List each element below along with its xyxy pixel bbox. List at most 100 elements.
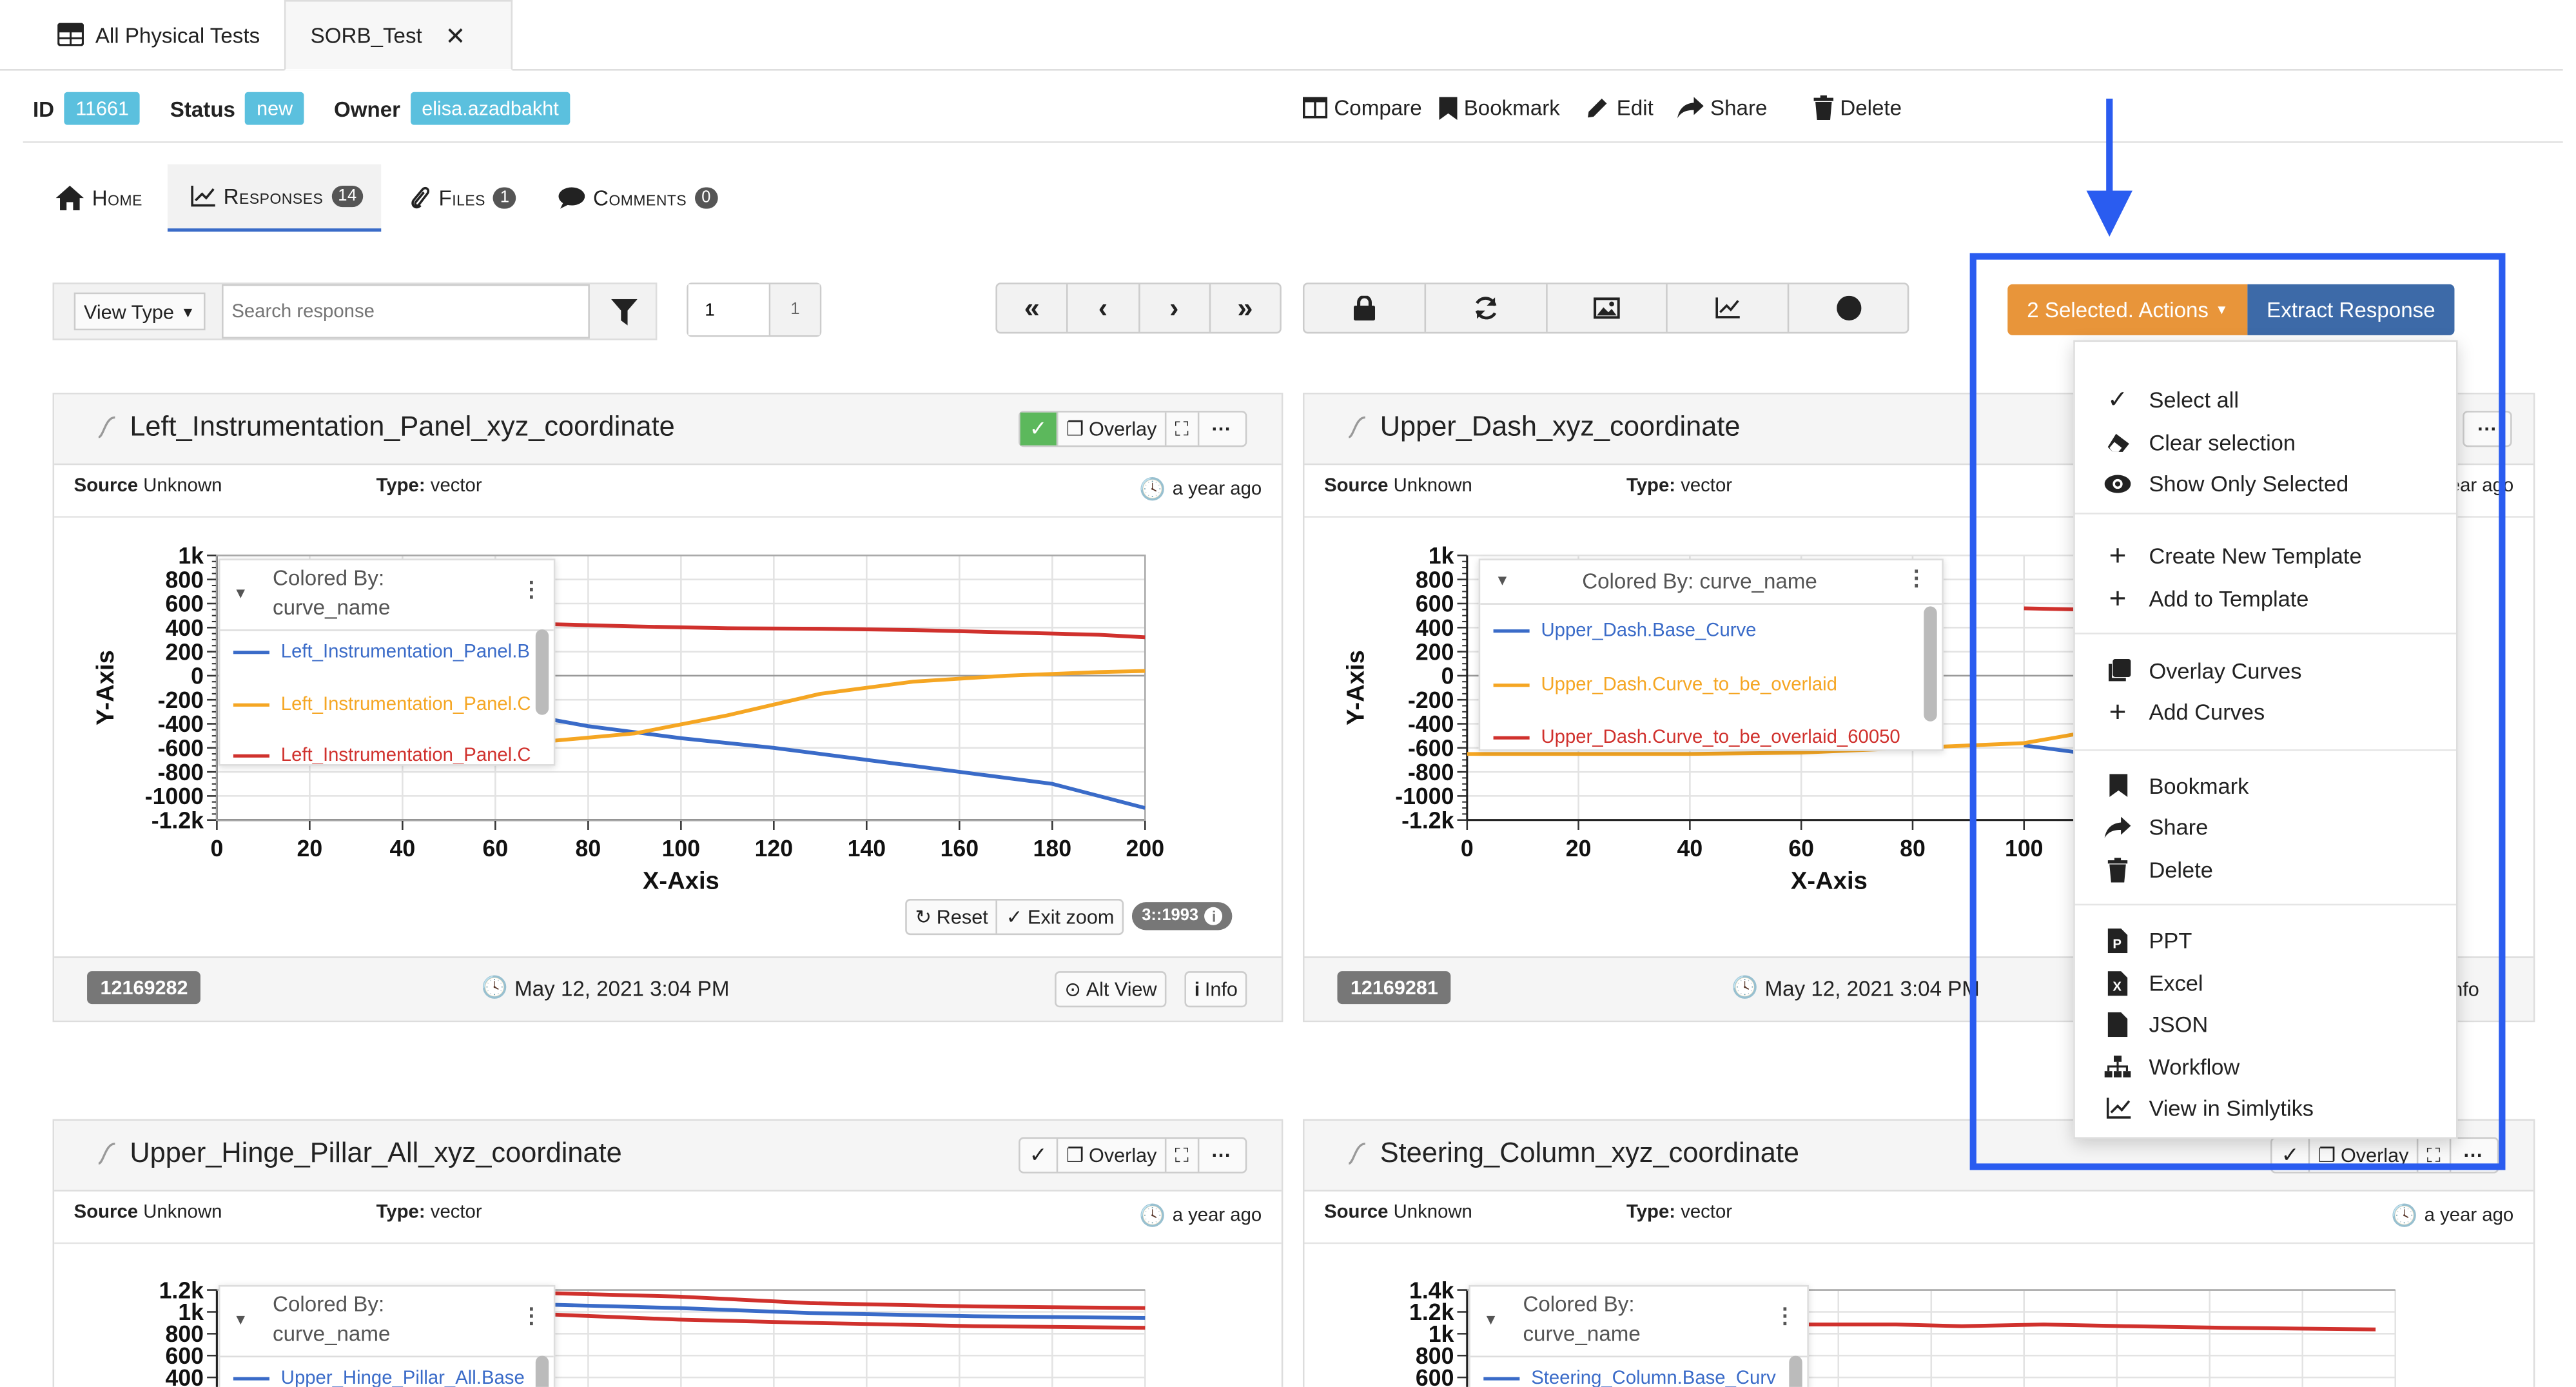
menu-item-clear-selection[interactable]: Clear selection bbox=[2105, 429, 2296, 455]
alt-view-button[interactable]: ⊙ Alt View bbox=[1055, 971, 1167, 1008]
tab-comments[interactable]: Comments 0 bbox=[558, 164, 718, 230]
legend-item[interactable]: Left_Instrumentation_Panel.C bbox=[233, 746, 531, 764]
clock-icon: 🕓 bbox=[1139, 477, 1166, 502]
delete-button[interactable]: Delete bbox=[1813, 95, 1902, 121]
menu-item-add-to-template[interactable]: + Add to Template bbox=[2105, 580, 2309, 614]
more-button[interactable]: ··· bbox=[2464, 413, 2510, 446]
legend-item[interactable]: Steering_Column.Base_Curv bbox=[1483, 1369, 1776, 1387]
type-value: vector bbox=[430, 477, 482, 497]
legend-scrollbar[interactable] bbox=[535, 629, 549, 715]
legend-item[interactable]: Upper_Dash.Curve_to_be_overlaid_60050 bbox=[1493, 728, 1900, 748]
menu-item-ppt[interactable]: P PPT bbox=[2105, 927, 2192, 953]
kebab-icon[interactable]: ⋮ bbox=[520, 576, 543, 602]
menu-item-excel[interactable]: X Excel bbox=[2105, 970, 2203, 996]
kebab-icon[interactable]: ⋮ bbox=[1774, 1303, 1796, 1328]
menu-item-select-all[interactable]: ✓ Select all bbox=[2105, 386, 2239, 414]
next-page-button[interactable]: › bbox=[1139, 284, 1211, 332]
share-button[interactable]: Share bbox=[1677, 95, 1767, 120]
tab-files[interactable]: Files 1 bbox=[409, 164, 516, 230]
legend-item-label: Left_Instrumentation_Panel.C bbox=[280, 695, 531, 715]
y-tick-label: 1.2k bbox=[159, 1277, 204, 1303]
legend-title: Colored By: curve_name bbox=[1582, 568, 1817, 594]
series-line bbox=[542, 669, 1146, 744]
share-icon bbox=[1677, 97, 1704, 119]
tab-sorb-test[interactable]: SORB_Test ✕ bbox=[284, 0, 513, 71]
select-checkbox[interactable]: ✓ bbox=[1020, 412, 1059, 446]
curve-icon bbox=[98, 1143, 115, 1165]
circle-button[interactable] bbox=[1790, 284, 1908, 332]
legend-item[interactable]: Upper_Dash.Curve_to_be_overlaid bbox=[1493, 675, 1837, 695]
chart-button[interactable] bbox=[1668, 284, 1790, 332]
more-button[interactable]: ··· bbox=[1198, 413, 1244, 446]
selected-actions-button[interactable]: 2 Selected. Actions ▼ bbox=[2007, 284, 2248, 335]
page-input[interactable] bbox=[688, 284, 771, 335]
x-tick-label: 60 bbox=[1788, 836, 1814, 861]
double-chevron-right-icon: » bbox=[1237, 291, 1253, 323]
menu-item-bookmark[interactable]: Bookmark bbox=[2105, 772, 2249, 799]
expand-button[interactable]: ⛶ bbox=[1167, 1139, 1199, 1172]
compare-label: Compare bbox=[1334, 95, 1422, 121]
menu-item-json[interactable]: JSON bbox=[2105, 1010, 2208, 1037]
y-axis-label: Y-Axis bbox=[1342, 650, 1369, 725]
y-tick-label: -1.2k bbox=[151, 807, 204, 833]
menu-item-overlay-curves[interactable]: Overlay Curves bbox=[2105, 657, 2302, 684]
close-icon[interactable]: ✕ bbox=[445, 22, 466, 50]
x-tick-label: 180 bbox=[1033, 836, 1071, 861]
edit-button[interactable]: Edit bbox=[1585, 95, 1654, 120]
menu-item-view-in-simlytiks[interactable]: View in Simlytiks bbox=[2105, 1094, 2314, 1121]
overlay-button[interactable]: ❐ Overlay bbox=[1058, 1139, 1167, 1172]
image-button[interactable] bbox=[1547, 284, 1668, 332]
menu-item-delete[interactable]: Delete bbox=[2105, 856, 2213, 883]
refresh-button[interactable] bbox=[1426, 284, 1547, 332]
expand-button[interactable]: ⛶ bbox=[2419, 1139, 2451, 1172]
menu-item-create-new-template[interactable]: + Create New Template bbox=[2105, 538, 2362, 571]
legend-scrollbar[interactable] bbox=[535, 1355, 549, 1387]
plus-icon: + bbox=[2109, 580, 2127, 614]
menu-item-add-curves[interactable]: + Add Curves bbox=[2105, 694, 2265, 727]
select-checkbox[interactable]: ✓ bbox=[2272, 1139, 2310, 1172]
reset-button[interactable]: ↻ Reset bbox=[907, 900, 999, 934]
compare-button[interactable]: Compare bbox=[1302, 95, 1422, 121]
view-type-dropdown[interactable]: View Type ▼ bbox=[73, 292, 206, 331]
legend-scrollbar[interactable] bbox=[1924, 606, 1937, 722]
last-page-button[interactable]: » bbox=[1211, 284, 1280, 332]
search-input[interactable] bbox=[222, 284, 590, 339]
tab-all-physical-tests[interactable]: All Physical Tests bbox=[57, 0, 260, 69]
overlay-button[interactable]: ❐ Overlay bbox=[2310, 1139, 2419, 1172]
kebab-icon[interactable]: ⋮ bbox=[520, 1303, 543, 1328]
first-page-button[interactable]: « bbox=[997, 284, 1069, 332]
more-button[interactable]: ··· bbox=[1198, 1139, 1244, 1172]
select-checkbox[interactable]: ✓ bbox=[1020, 1139, 1059, 1172]
tab-home[interactable]: Home bbox=[55, 164, 142, 230]
bookmark-button[interactable]: Bookmark bbox=[1439, 95, 1560, 120]
expand-button[interactable]: ⛶ bbox=[1167, 412, 1199, 446]
points-label: 3::1993 bbox=[1142, 907, 1199, 925]
menu-item-workflow[interactable]: Workflow bbox=[2104, 1054, 2239, 1080]
tab-responses[interactable]: Responses 14 bbox=[167, 164, 382, 232]
age-meta: 🕓 a year ago bbox=[2391, 1203, 2513, 1230]
kebab-icon[interactable]: ⋮ bbox=[1906, 565, 1927, 590]
more-button[interactable]: ··· bbox=[2450, 1139, 2496, 1172]
exit-zoom-button[interactable]: ✓ Exit zoom bbox=[998, 901, 1122, 934]
lock-button[interactable] bbox=[1305, 284, 1426, 332]
legend-item[interactable]: Left_Instrumentation_Panel.C bbox=[233, 695, 531, 715]
x-tick-label: 100 bbox=[662, 836, 701, 861]
x-axis-label: X-Axis bbox=[1791, 867, 1868, 895]
legend-scrollbar[interactable] bbox=[1789, 1355, 1802, 1387]
legend-item-label: Left_Instrumentation_Panel.B bbox=[280, 642, 530, 663]
prev-page-button[interactable]: ‹ bbox=[1068, 284, 1140, 332]
check-icon: ✓ bbox=[1029, 1142, 1048, 1167]
legend-item[interactable]: Upper_Dash.Base_Curve bbox=[1493, 621, 1756, 641]
menu-item-show-only-selected[interactable]: Show Only Selected bbox=[2104, 470, 2348, 497]
extract-response-button[interactable]: Extract Response bbox=[2247, 284, 2455, 335]
divider bbox=[1304, 1242, 2533, 1244]
legend-item[interactable]: Left_Instrumentation_Panel.B bbox=[233, 642, 530, 662]
legend-item[interactable]: Upper_Hinge_Pillar_All.Base bbox=[233, 1369, 525, 1387]
y-tick-label: 0 bbox=[1441, 664, 1454, 689]
menu-item-share[interactable]: Share bbox=[2104, 814, 2208, 840]
x-tick-label: 20 bbox=[297, 836, 323, 861]
y-tick-label: -400 bbox=[1408, 711, 1454, 737]
info-button[interactable]: i Info bbox=[1184, 971, 1248, 1008]
overlay-button[interactable]: ❐ Overlay bbox=[1058, 412, 1167, 446]
filter-button[interactable] bbox=[590, 284, 657, 339]
